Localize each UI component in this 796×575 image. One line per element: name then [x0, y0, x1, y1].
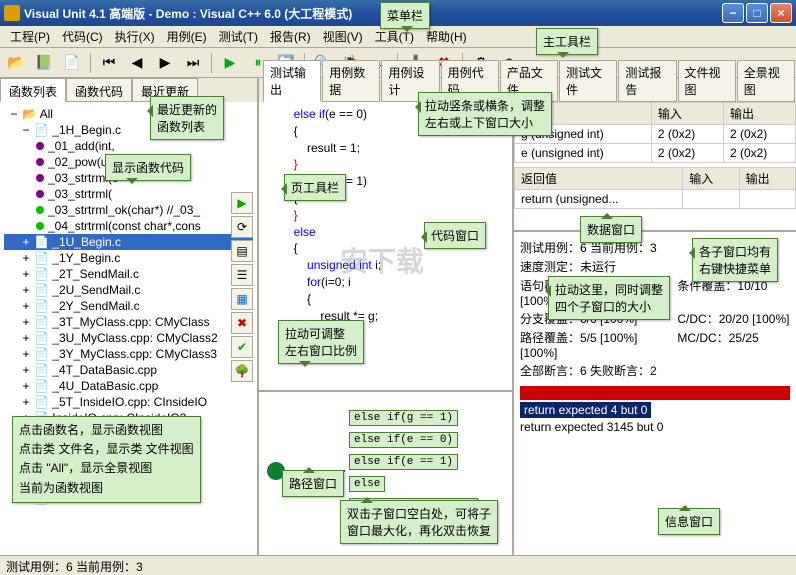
tree-item[interactable]: _01_add(int,: [4, 138, 253, 154]
callout-dragbar: 拉动竖条或横条，调整 左右或上下窗口大小: [418, 92, 552, 136]
fail-bar: [520, 386, 790, 400]
next-icon[interactable]: ▶: [153, 51, 177, 75]
callout-recentlist: 最近更新的 函数列表: [150, 96, 224, 140]
return-table: 返回值输入输出 return (unsigned...: [514, 167, 796, 209]
menu-item[interactable]: 用例(E): [161, 26, 213, 47]
first-icon[interactable]: ⏮: [97, 51, 121, 75]
callout-codewin: 代码窗口: [424, 222, 486, 249]
path-branch[interactable]: else if(e == 1): [349, 454, 458, 470]
doc-icon[interactable]: 📄: [60, 51, 84, 75]
right-tab[interactable]: 测试输出: [263, 60, 321, 102]
last-icon[interactable]: ⏭: [181, 51, 205, 75]
maximize-button[interactable]: □: [746, 3, 768, 23]
tree-item[interactable]: _04_strtrml(const char*,cons: [4, 218, 253, 234]
side-y-icon[interactable]: ✔: [231, 336, 253, 358]
left-tab[interactable]: 函数列表: [0, 78, 66, 102]
callout-rightclick: 各子窗口均有 右键快捷菜单: [692, 238, 778, 282]
minimize-button[interactable]: −: [722, 3, 744, 23]
path-branch[interactable]: else if(e == 0): [349, 432, 458, 448]
menu-item[interactable]: 报告(R): [264, 26, 317, 47]
right-tab[interactable]: 文件视图: [678, 60, 736, 102]
right-tab[interactable]: 测试报告: [618, 60, 676, 102]
menu-item[interactable]: 执行(X): [109, 26, 161, 47]
side-toolbar: ▶ ⟳ ▤ ☰ ▦ ✖ ✔ 🌳: [231, 192, 255, 382]
code-line: result = 1;: [267, 140, 504, 157]
side-list-icon[interactable]: ☰: [231, 264, 253, 286]
tree-item[interactable]: _03_strtrml_ok(char*) //_03_: [4, 202, 253, 218]
param-table: 参数输入输出 g (unsigned int)2 (0x2)2 (0x2)e (…: [514, 102, 796, 163]
menu-item[interactable]: 帮助(H): [420, 26, 473, 47]
tree-item[interactable]: +📄 _2Y_SendMail.c: [4, 298, 253, 314]
tree-item[interactable]: +📄 _4T_DataBasic.cpp: [4, 362, 253, 378]
path-branch[interactable]: else: [349, 476, 385, 492]
callout-pathwin: 路径窗口: [282, 470, 344, 497]
callout-clickfn: 点击函数名，显示函数视图 点击类 文件名，显示类 文件视图 点击 "All"，显…: [12, 416, 201, 503]
book-icon[interactable]: 📗: [32, 51, 56, 75]
tree-item[interactable]: +📄 _3T_MyClass.cpp: CMyClass: [4, 314, 253, 330]
data-pane[interactable]: 参数输入输出 g (unsigned int)2 (0x2)2 (0x2)e (…: [514, 102, 796, 232]
code-line: for(i=0; i: [267, 274, 504, 291]
data-column: 参数输入输出 g (unsigned int)2 (0x2)2 (0x2)e (…: [514, 102, 796, 555]
callout-datawin: 数据窗口: [580, 216, 642, 243]
menu-item[interactable]: 测试(T): [213, 26, 264, 47]
tree-item[interactable]: +📄 _2U_SendMail.c: [4, 282, 253, 298]
callout-infowin: 信息窗口: [658, 508, 720, 535]
close-button[interactable]: ×: [770, 3, 792, 23]
app-icon: [4, 5, 20, 21]
tree-item[interactable]: +📄 _1Y_Begin.c: [4, 250, 253, 266]
right-tab[interactable]: 测试文件: [559, 60, 617, 102]
status-bar: 测试用例：6 当前用例：3: [0, 555, 796, 573]
right-tab[interactable]: 全景视图: [737, 60, 795, 102]
tree-item[interactable]: +📄 _4U_DataBasic.cpp: [4, 378, 253, 394]
callout-dragsplit: 拉动可调整 左右窗口比例: [278, 320, 364, 364]
menu-item[interactable]: 视图(V): [317, 26, 369, 47]
window-title: Visual Unit 4.1 高端版 - Demo : Visual C++ …: [24, 5, 722, 22]
tree-item[interactable]: +📄 _1U_Begin.c: [4, 234, 253, 250]
run-icon[interactable]: ▶: [218, 51, 242, 75]
left-tab[interactable]: 函数代码: [66, 78, 132, 102]
code-line: unsigned int i;: [267, 257, 504, 274]
window-buttons: − □ ×: [722, 3, 792, 23]
callout-showcode: 显示函数代码: [105, 154, 191, 181]
side-x-icon[interactable]: ✖: [231, 312, 253, 334]
fail-1: return expected 4 but 0: [520, 402, 651, 418]
prev-icon[interactable]: ◀: [125, 51, 149, 75]
path-branch[interactable]: else if(g == 1): [349, 410, 458, 426]
menu-item[interactable]: 代码(C): [56, 26, 109, 47]
tree-item[interactable]: +📄 _5T_InsideIO.cpp: CInsideIO: [4, 394, 253, 410]
menu-bar: 工程(P)代码(C)执行(X)用例(E)测试(T)报告(R)视图(V)工具(T)…: [0, 26, 796, 48]
side-refresh-icon[interactable]: ⟳: [231, 216, 253, 238]
side-expand-icon[interactable]: ▤: [231, 240, 253, 262]
menu-item[interactable]: 工程(P): [4, 26, 56, 47]
callout-maintoolbar: 主工具栏: [536, 28, 598, 55]
right-tab[interactable]: 用例数据: [322, 60, 380, 102]
side-grid-icon[interactable]: ▦: [231, 288, 253, 310]
open-icon[interactable]: 📂: [4, 51, 28, 75]
tree-item[interactable]: +📄 _3Y_MyClass.cpp: CMyClass3: [4, 346, 253, 362]
code-line: }: [267, 156, 504, 173]
fail-2: return expected 3145 but 0: [520, 420, 790, 434]
callout-dblclick: 双击子窗口空白处，可将子 窗口最大化，再化双击恢复: [340, 500, 498, 544]
code-line: {: [267, 291, 504, 308]
side-run-icon[interactable]: ▶: [231, 192, 253, 214]
callout-dragcenter: 拉动这里，同时调整 四个子窗口的大小: [548, 276, 670, 320]
tree-item[interactable]: +📄 _3U_MyClass.cpp: CMyClass2: [4, 330, 253, 346]
info-asserts: 全部断言：6 失败断言：2: [520, 361, 790, 380]
side-tree-icon[interactable]: 🌳: [231, 360, 253, 382]
tree-item[interactable]: +📄 _2T_SendMail.c: [4, 266, 253, 282]
callout-menubar: 菜单栏: [380, 2, 430, 29]
callout-pagetoolbar: 页工具栏: [284, 174, 346, 201]
